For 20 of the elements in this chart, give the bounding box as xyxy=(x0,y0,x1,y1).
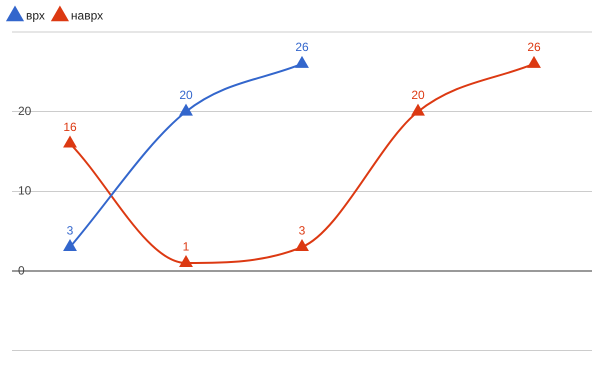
point xyxy=(528,56,540,68)
point xyxy=(64,240,76,252)
point xyxy=(64,136,76,148)
y-tick-label: 10 xyxy=(18,184,32,198)
data-label: 1 xyxy=(182,239,190,254)
data-label: 20 xyxy=(179,88,193,102)
data-label: 16 xyxy=(63,120,77,134)
point xyxy=(180,104,192,116)
data-label: 26 xyxy=(527,40,541,54)
y-tick-label: 20 xyxy=(18,104,32,118)
point xyxy=(296,56,308,68)
point xyxy=(296,240,308,252)
legend-label: наврх xyxy=(70,8,104,22)
point xyxy=(412,104,424,116)
data-label: 3 xyxy=(66,223,74,238)
data-label: 3 xyxy=(298,223,306,238)
data-label: 20 xyxy=(411,88,425,102)
legend-label: врх xyxy=(26,8,45,22)
point xyxy=(180,256,192,267)
data-label: 26 xyxy=(295,40,309,54)
